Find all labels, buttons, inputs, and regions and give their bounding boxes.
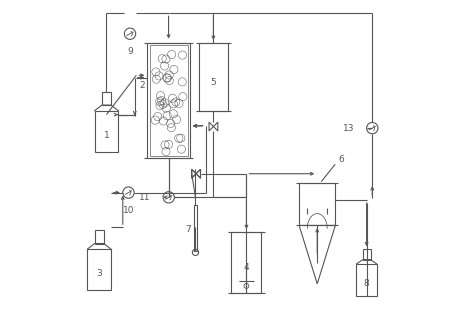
- Text: 11: 11: [139, 193, 150, 202]
- Bar: [231, 232, 261, 293]
- Text: 1: 1: [103, 131, 109, 140]
- Bar: [149, 46, 188, 156]
- Text: 6: 6: [338, 155, 344, 164]
- Text: 4: 4: [244, 263, 249, 272]
- Text: 2: 2: [140, 81, 146, 90]
- Bar: [147, 43, 190, 158]
- Text: 5: 5: [210, 78, 216, 87]
- Text: 8: 8: [364, 279, 370, 288]
- Bar: [299, 183, 335, 225]
- Bar: [356, 264, 377, 296]
- Text: 10: 10: [123, 206, 134, 216]
- Bar: [95, 111, 118, 152]
- Bar: [87, 249, 111, 290]
- Text: 3: 3: [96, 269, 102, 278]
- Bar: [199, 43, 228, 111]
- Text: 7: 7: [185, 225, 191, 234]
- Bar: [102, 92, 111, 105]
- Text: 9: 9: [127, 47, 133, 57]
- Bar: [363, 249, 371, 260]
- Bar: [194, 205, 197, 251]
- Text: 13: 13: [343, 124, 354, 133]
- Bar: [95, 230, 104, 244]
